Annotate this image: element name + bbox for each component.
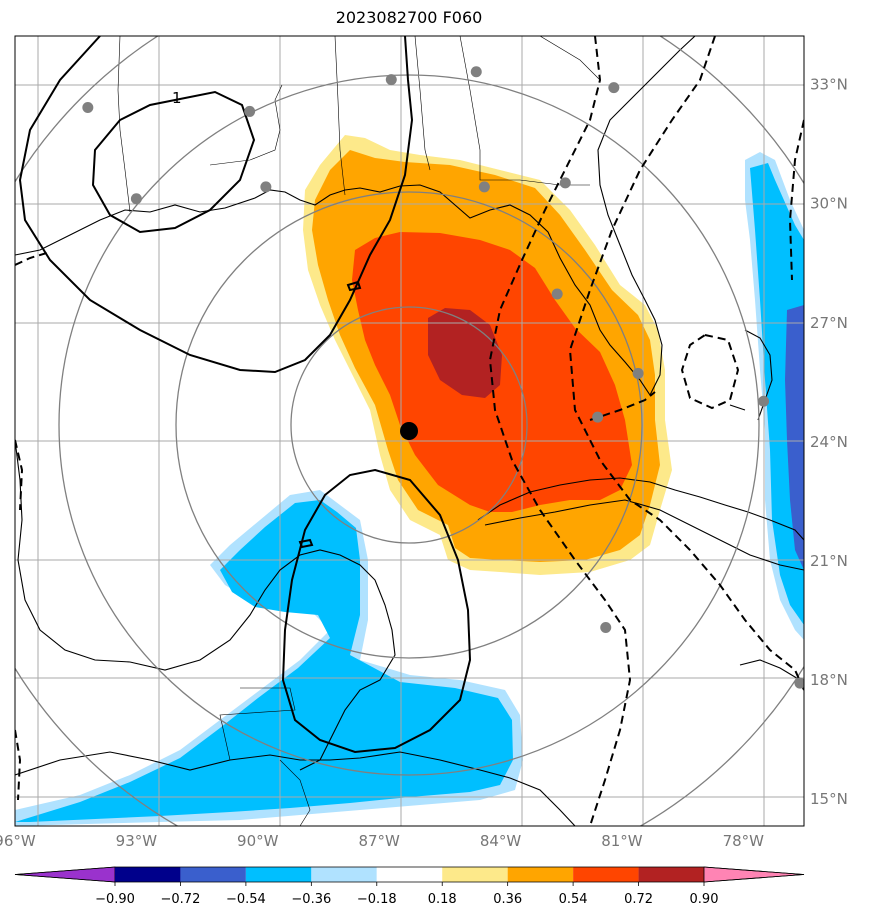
contour-small-oval-2 (298, 538, 314, 549)
blue-fill-yucatan-core (15, 500, 513, 822)
station-dot (608, 82, 620, 94)
station-dot (385, 74, 397, 86)
dark-red-fill (428, 308, 502, 398)
colorbar-segment (115, 867, 181, 882)
colorbar-segment (638, 867, 704, 882)
lat-label: 21°N (810, 552, 848, 570)
map-frame (14, 35, 805, 827)
hispaniola-coast (739, 659, 804, 691)
cuba-coast (477, 477, 804, 541)
contour-dashed-6 (15, 439, 24, 511)
colorbar-segment (376, 867, 443, 882)
colorbar-tick-label: −0.90 (95, 892, 135, 907)
map-area: 1 (15, 36, 804, 826)
contour-solid-loop-south (281, 468, 472, 754)
center-marker (400, 422, 418, 440)
colorbar-tick-label: −0.54 (226, 892, 266, 907)
dark-blue-fill-atlantic (785, 305, 804, 570)
lat-label: 33°N (810, 76, 848, 94)
lat-label: 18°N (810, 671, 848, 689)
lon-label: 90°W (237, 832, 279, 850)
lon-label: 84°W (480, 832, 522, 850)
colorbar-segment (573, 867, 639, 882)
contour-dashed-5 (589, 391, 656, 421)
contour-small-oval-1 (346, 280, 362, 292)
lon-label: 96°W (0, 832, 36, 850)
lat-label: 27°N (810, 314, 848, 332)
station-dot (478, 181, 490, 193)
station-dot (551, 288, 563, 300)
longitude-labels: 96°W 93°W 90°W 87°W 84°W 81°W 78°W (0, 832, 764, 850)
lat-label: 15°N (810, 790, 848, 808)
colorbar-tick-label: −0.18 (357, 892, 397, 907)
lat-label: 30°N (810, 195, 848, 213)
colorbar-tick-label: −0.36 (291, 892, 331, 907)
station-dot (470, 66, 482, 78)
station-markers (82, 66, 804, 689)
contour-solid-loop-1 (91, 90, 256, 234)
station-dot (600, 622, 612, 634)
contour-dashed-7 (15, 729, 22, 801)
colorbar: −0.90 −0.72 −0.54 −0.36 −0.18 0.18 0.36 0.54 0.7… (14, 866, 805, 907)
colorbar-tick-label: 0.18 (428, 892, 457, 907)
colorbar-segment (180, 867, 246, 882)
colorbar-arrow-right (703, 866, 805, 883)
contour-dashed-4 (680, 333, 740, 410)
graticule (15, 36, 804, 826)
station-dot (758, 395, 770, 407)
latitude-labels: 33°N 30°N 27°N 24°N 21°N 18°N 15°N (810, 76, 848, 809)
colorbar-tick-label: 0.90 (690, 892, 719, 907)
lon-label: 93°W (116, 832, 158, 850)
colorbar-arrow-left (14, 866, 116, 883)
contour-dashed-1 (488, 36, 632, 826)
colorbar-tick-label: 0.72 (624, 892, 653, 907)
station-dot (592, 411, 604, 423)
contour-dashed-8 (15, 251, 51, 266)
political-borders (117, 36, 601, 826)
lon-label: 87°W (358, 832, 400, 850)
station-dot (794, 677, 804, 689)
solid-contours (18, 36, 472, 754)
coastlines (15, 36, 804, 826)
central-america-coast (15, 751, 576, 826)
station-dot (632, 367, 644, 379)
colorbar-tick-label: 0.54 (559, 892, 588, 907)
colorbar-segment (245, 867, 312, 882)
gulf-coast (15, 36, 696, 397)
positive-fill-regions (303, 135, 672, 575)
lat-label: 24°N (810, 433, 848, 451)
colorbar-tick-label: −0.72 (161, 892, 201, 907)
colorbar-segment (507, 867, 574, 882)
contour-solid-left (18, 36, 414, 374)
contour-dashed-3 (788, 119, 804, 281)
station-dot (559, 177, 571, 189)
contour-dashed-2 (568, 36, 804, 691)
colorbar-tick-label: 0.36 (493, 892, 522, 907)
station-dot (82, 101, 94, 113)
lon-label: 78°W (723, 832, 765, 850)
mexico-coast (15, 439, 396, 771)
station-dot (260, 181, 272, 193)
station-dot (130, 193, 142, 205)
station-dot (244, 105, 256, 117)
lon-label: 81°W (601, 832, 643, 850)
map-title: 2023082700 F060 (335, 8, 483, 27)
range-rings (15, 36, 804, 826)
colorbar-segment (442, 867, 508, 882)
colorbar-segment (311, 867, 377, 882)
dashed-contours (15, 36, 804, 826)
contour-label-1: 1 (172, 89, 182, 107)
